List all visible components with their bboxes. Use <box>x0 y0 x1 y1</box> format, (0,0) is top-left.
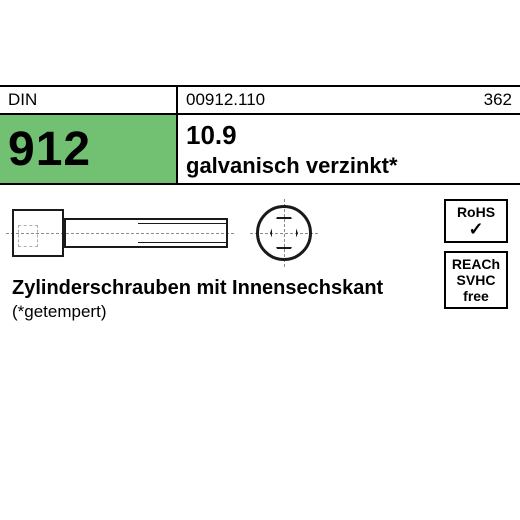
reach-badge: REACh SVHC free <box>444 251 508 309</box>
reach-line1: REACh <box>448 256 504 272</box>
screw-front-center-v <box>284 199 285 267</box>
product-datasheet-card: DIN 912 00912.110 362 10.9 galvanisch ve… <box>0 85 520 435</box>
diagram-row <box>12 205 508 261</box>
header-bar: DIN 912 00912.110 362 10.9 galvanisch ve… <box>0 85 520 185</box>
standard-label: DIN <box>0 87 176 115</box>
compliance-badges: RoHS ✓ REACh SVHC free <box>444 199 508 309</box>
strength-class: 10.9 <box>186 120 237 151</box>
reach-line2: SVHC <box>448 272 504 288</box>
rohs-badge: RoHS ✓ <box>444 199 508 243</box>
article-code: 00912.110 <box>186 90 265 110</box>
standard-number-cell: 912 <box>0 115 176 183</box>
header-codes-row: 00912.110 362 <box>178 87 520 115</box>
reach-line3: free <box>448 288 504 304</box>
standard-number: 912 <box>8 122 91 177</box>
screw-front-view <box>256 205 312 261</box>
check-icon: ✓ <box>448 220 504 238</box>
body-area: Zylinderschrauben mit Innensechskant (*g… <box>0 185 520 435</box>
surface-finish: galvanisch verzinkt* <box>186 153 398 179</box>
screw-centerline <box>6 233 234 234</box>
product-footnote: (*getempert) <box>12 302 508 322</box>
right-code: 362 <box>484 90 512 110</box>
header-spec-cell: 10.9 galvanisch verzinkt* <box>178 115 520 183</box>
header-left-column: DIN 912 <box>0 85 178 185</box>
product-title: Zylinderschrauben mit Innensechskant <box>12 277 508 300</box>
header-right-column: 00912.110 362 10.9 galvanisch verzinkt* <box>178 85 520 185</box>
rohs-label: RoHS <box>448 204 504 220</box>
screw-side-view <box>12 209 228 257</box>
